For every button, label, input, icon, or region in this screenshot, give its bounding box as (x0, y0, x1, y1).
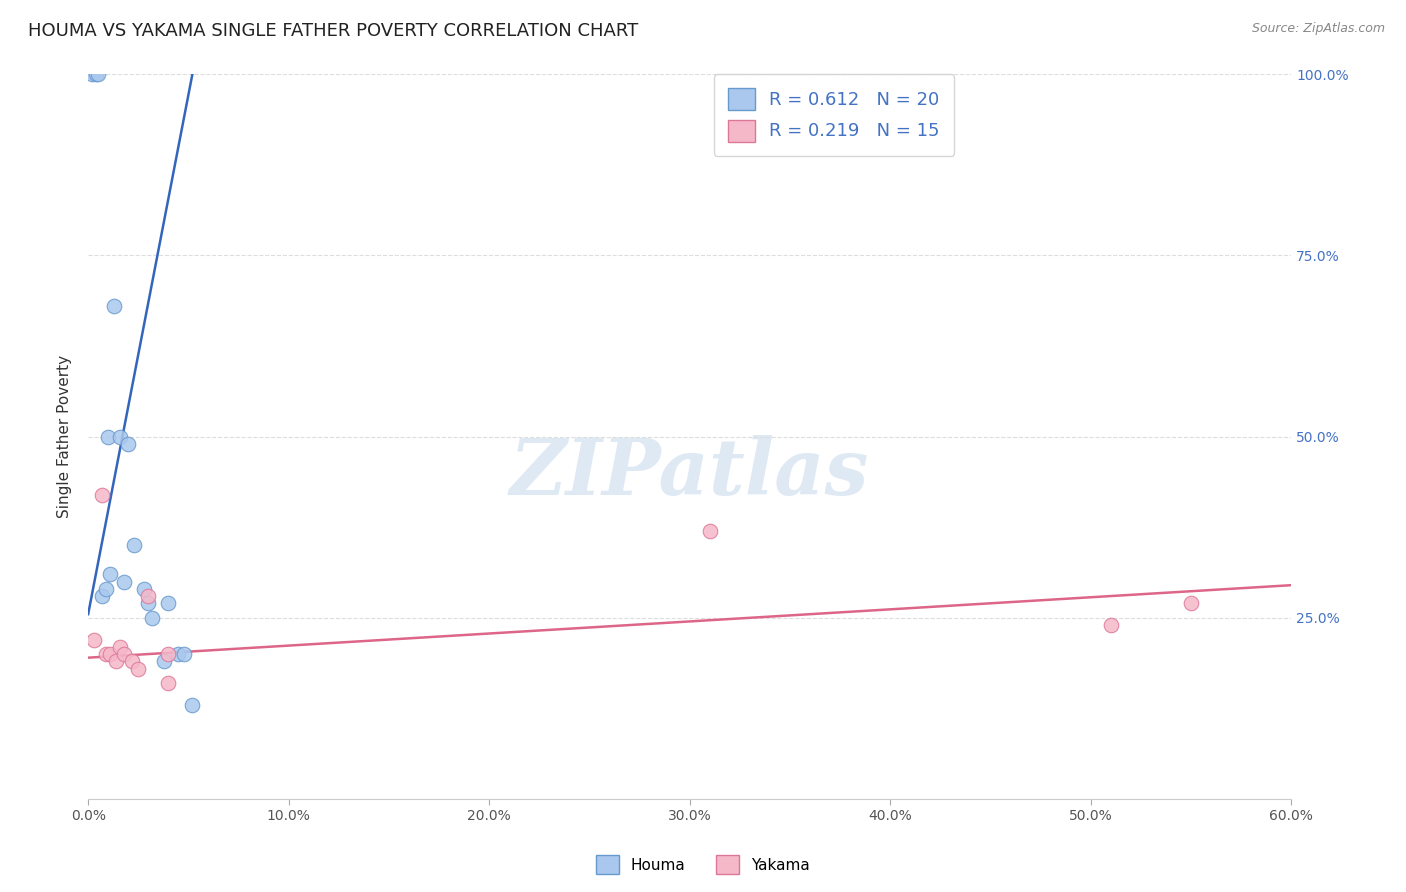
Point (134, 582, 156, 596)
Point (97, 429, 120, 443)
Point (181, 698, 204, 712)
Point (91, 487, 114, 501)
Point (136, 589, 159, 603)
Point (110, 640, 132, 654)
Point (91, 589, 114, 603)
Point (112, 574, 135, 589)
Point (84, 67, 107, 81)
Point (105, 654, 128, 668)
Point (157, 596, 180, 610)
Legend: Houma, Yakama: Houma, Yakama (589, 849, 817, 880)
Point (124, 538, 146, 552)
Text: HOUMA VS YAKAMA SINGLE FATHER POVERTY CORRELATION CHART: HOUMA VS YAKAMA SINGLE FATHER POVERTY CO… (28, 22, 638, 40)
Point (83, 632, 105, 647)
Point (82, 67, 104, 81)
Point (103, 299, 125, 313)
Point (127, 662, 149, 676)
Point (699, 524, 721, 538)
Point (173, 647, 195, 661)
Point (98, 647, 121, 661)
Text: Source: ZipAtlas.com: Source: ZipAtlas.com (1251, 22, 1385, 36)
Point (87, 67, 110, 81)
Point (96, 647, 118, 661)
Point (1180, 596, 1202, 610)
Y-axis label: Single Father Poverty: Single Father Poverty (58, 355, 72, 518)
Point (112, 647, 135, 661)
Point (96, 582, 118, 596)
Point (121, 654, 143, 668)
Point (98, 567, 121, 582)
Point (136, 596, 159, 610)
Point (1099, 618, 1122, 632)
Point (157, 676, 180, 690)
Point (141, 611, 163, 625)
Text: ZIPatlas: ZIPatlas (510, 434, 869, 511)
Legend: R = 0.612   N = 20, R = 0.219   N = 15: R = 0.612 N = 20, R = 0.219 N = 15 (713, 74, 955, 156)
Point (167, 647, 190, 661)
Point (157, 647, 180, 661)
Point (117, 437, 139, 451)
Point (153, 654, 176, 668)
Point (110, 429, 132, 443)
